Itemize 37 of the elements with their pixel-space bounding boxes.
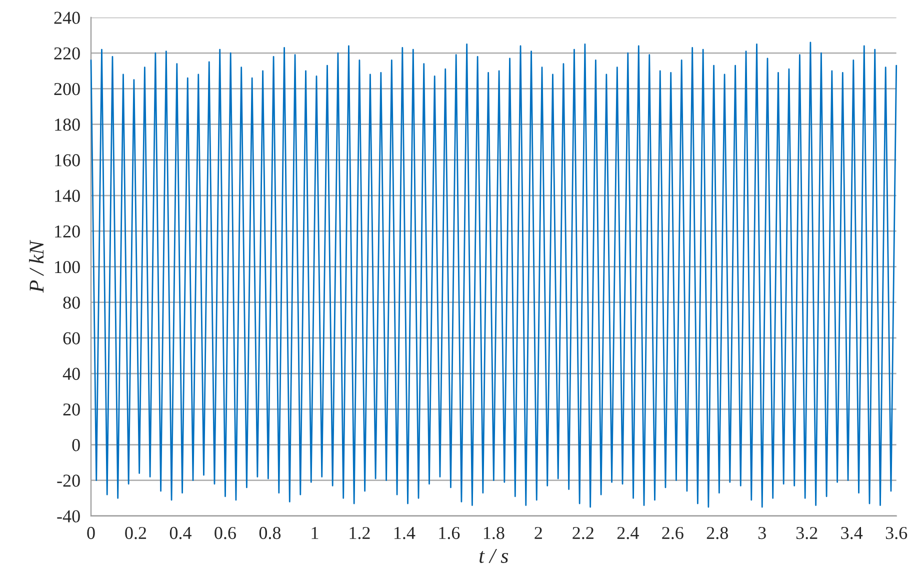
x-tick-label: 0.8 — [259, 526, 281, 540]
x-tick-label: 1.4 — [394, 526, 416, 540]
x-axis-title: t / s — [480, 549, 508, 563]
y-tick-label: 200 — [54, 82, 80, 96]
x-tick-label: 0 — [87, 526, 95, 540]
y-tick-label: 20 — [63, 403, 80, 416]
y-tick-label: 240 — [54, 12, 80, 24]
x-tick-label: 1.6 — [439, 526, 460, 540]
x-tick-label: 2.2 — [572, 526, 594, 540]
x-tick-label: 0.4 — [170, 526, 192, 540]
x-tick-label: 1.8 — [484, 526, 504, 540]
y-tick-label: 160 — [55, 154, 80, 166]
x-tick-label: 1.2 — [350, 526, 370, 540]
y-tick-label: 40 — [62, 368, 80, 380]
y-tick-label: 120 — [55, 225, 80, 238]
x-tick-label: 1 — [312, 526, 318, 539]
y-tick-label: 80 — [63, 296, 80, 309]
x-tick-label: 2 — [534, 526, 542, 539]
x-tick-label: 2.4 — [617, 526, 639, 540]
y-tick-label: 60 — [63, 332, 80, 344]
y-tick-label: -20 — [57, 474, 80, 487]
y-tick-label: 0 — [72, 439, 80, 452]
y-tick-label: 100 — [55, 260, 80, 274]
x-tick-label: 3.4 — [841, 526, 863, 540]
x-tick-label: 3.6 — [886, 526, 908, 540]
x-tick-label: 2.6 — [662, 526, 684, 540]
x-tick-label: 3 — [758, 526, 766, 540]
y-tick-label: -40 — [57, 510, 80, 522]
y-tick-label: 140 — [55, 190, 80, 202]
y-axis-title: P / kN — [29, 240, 44, 293]
y-tick-label: 220 — [54, 47, 80, 60]
x-tick-label: 2.8 — [706, 526, 728, 540]
x-tick-label: 3.2 — [796, 526, 818, 540]
y-tick-label: 180 — [55, 118, 80, 131]
line-series — [90, 42, 898, 508]
x-tick-label: 0.2 — [125, 526, 146, 540]
x-tick-label: 0.6 — [214, 526, 236, 540]
